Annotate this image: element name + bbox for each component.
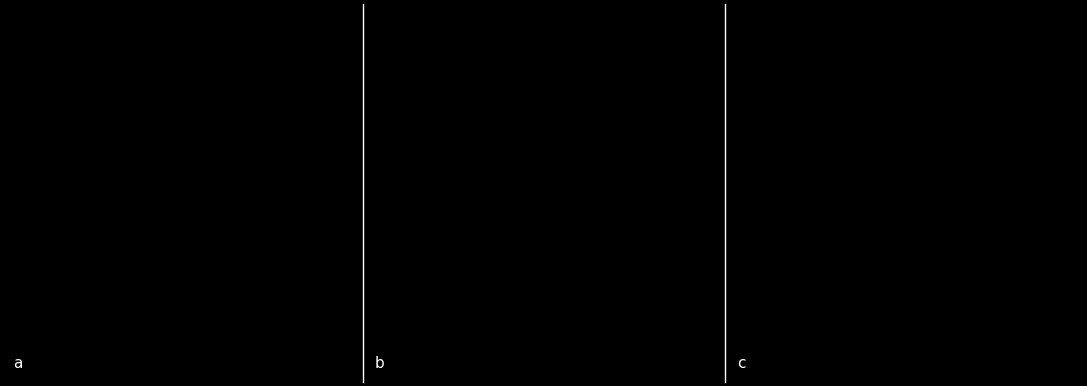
Text: b: b bbox=[375, 356, 385, 371]
Text: c: c bbox=[737, 356, 746, 371]
Text: a: a bbox=[13, 356, 22, 371]
